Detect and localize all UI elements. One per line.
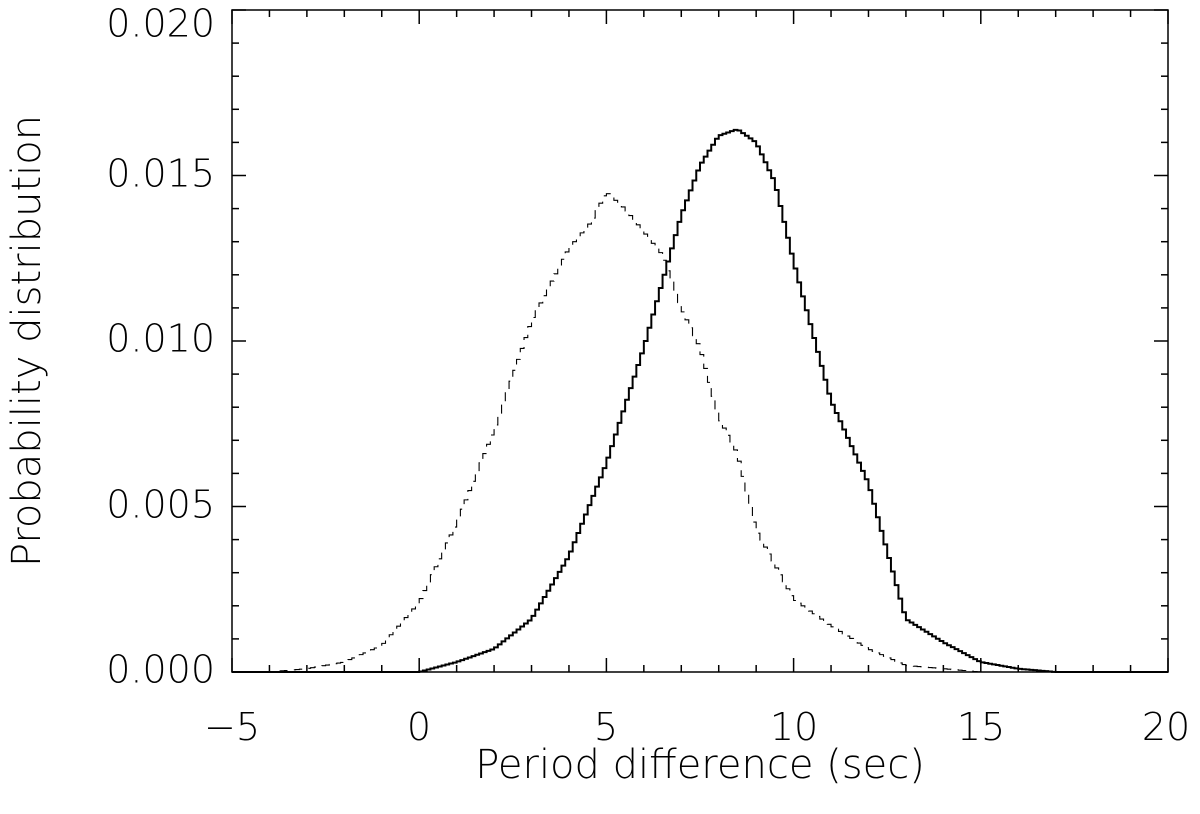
y-tick-label: 0.005 — [106, 483, 215, 527]
y-tick-label: 0.015 — [106, 152, 215, 196]
x-axis-label: Period difference (sec) — [475, 742, 925, 788]
y-axis-label: Probability distribution — [4, 115, 50, 567]
y-tick-label: 0.000 — [106, 648, 215, 692]
x-tick-label: 20 — [1142, 705, 1190, 749]
histogram-series-dashed — [232, 193, 1168, 673]
plot-frame — [231, 9, 1169, 673]
x-tick-label: 10 — [770, 705, 818, 749]
histogram-series-layer — [232, 128, 1168, 673]
x-tick-label: 5 — [594, 705, 618, 749]
axis-ticks — [231, 9, 1169, 673]
x-tick-label: 0 — [407, 705, 431, 749]
histogram-series-solid — [232, 128, 1168, 673]
x-tick-label: 15 — [957, 705, 1005, 749]
y-tick-label: 0.010 — [106, 317, 215, 361]
x-tick-label: −5 — [204, 705, 260, 749]
y-tick-label: 0.020 — [106, 2, 215, 46]
